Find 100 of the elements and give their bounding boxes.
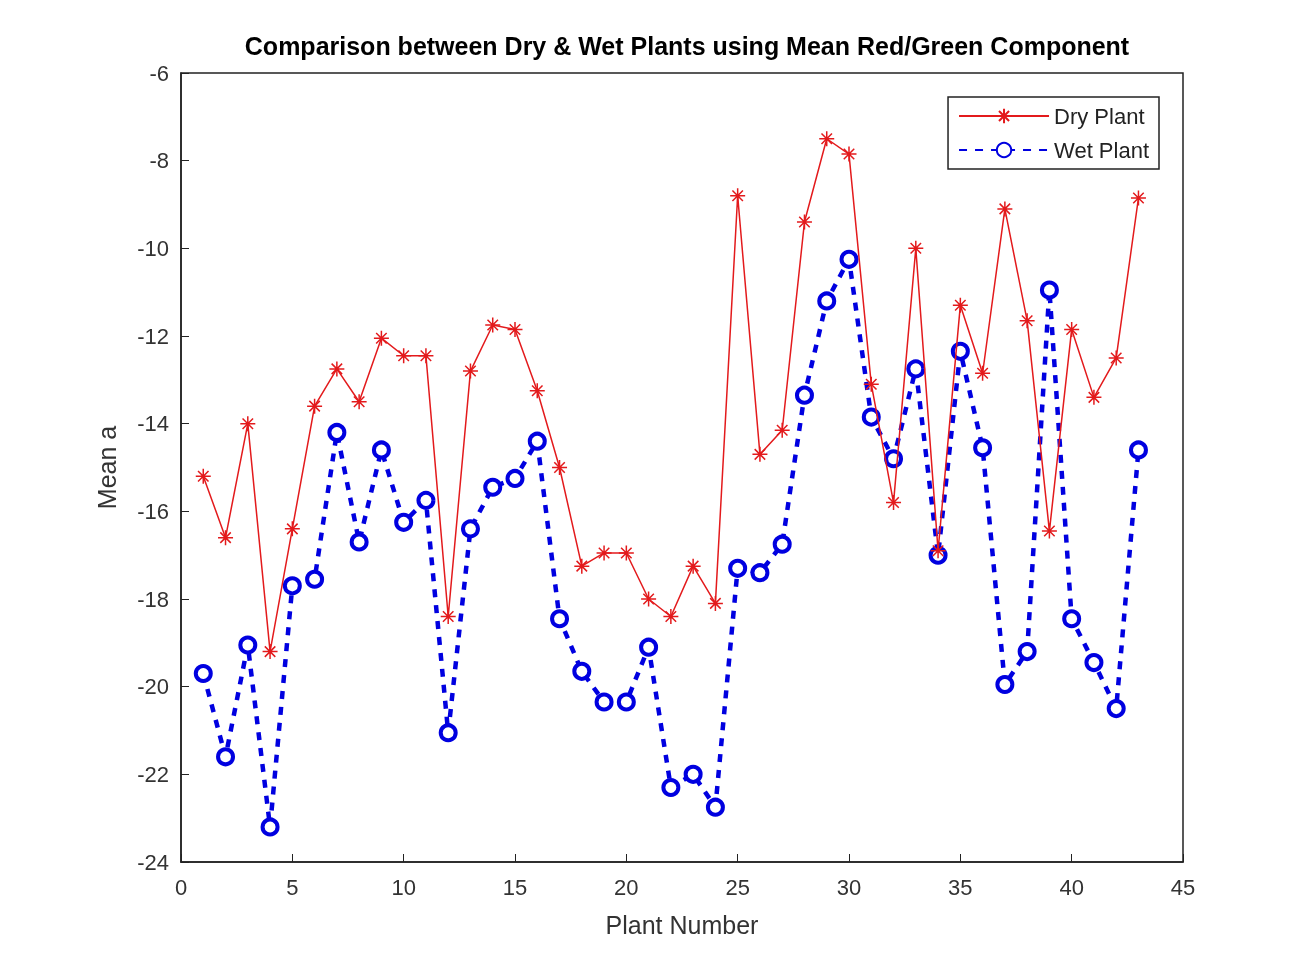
chart-title: Comparison between Dry & Wet Plants using Mean Red/Green Component <box>244 31 1130 60</box>
point <box>350 393 368 410</box>
point <box>885 494 902 511</box>
point <box>1106 699 1126 719</box>
y-tick-label: -12 <box>137 323 169 349</box>
point <box>1062 609 1082 629</box>
x-tick-label: 10 <box>391 874 416 900</box>
point <box>1128 440 1148 460</box>
x-tick-label: 40 <box>1059 874 1084 900</box>
point <box>462 362 479 380</box>
point <box>1039 280 1059 300</box>
y-tick-label: -16 <box>137 498 169 524</box>
point <box>193 664 213 684</box>
y-tick-label: -6 <box>149 60 169 86</box>
point <box>661 777 681 797</box>
x-tick-label: 15 <box>502 874 528 900</box>
point <box>417 347 435 364</box>
point <box>550 609 570 629</box>
point <box>572 661 592 681</box>
point <box>818 130 835 147</box>
point <box>239 415 257 432</box>
legend-label: Wet Plant <box>1054 137 1150 163</box>
point <box>484 316 501 334</box>
y-tick-label: -24 <box>137 849 169 875</box>
point <box>238 635 258 655</box>
x-tick-label: 25 <box>725 874 750 900</box>
point <box>618 544 635 562</box>
point <box>729 187 746 204</box>
point <box>840 145 858 163</box>
point <box>662 608 680 625</box>
point <box>527 431 547 451</box>
point <box>751 446 769 463</box>
point <box>305 569 325 589</box>
point <box>373 329 390 347</box>
point <box>573 557 591 575</box>
x-tick-label: 45 <box>1170 874 1196 900</box>
point <box>794 385 814 405</box>
point <box>705 797 725 817</box>
point <box>728 558 748 578</box>
point <box>416 490 436 510</box>
point <box>1041 522 1058 540</box>
y-tick-label: -20 <box>137 674 169 700</box>
x-tick-label: 0 <box>174 874 188 900</box>
y-tick-label: -22 <box>137 761 169 787</box>
x-tick-label: 35 <box>948 874 973 900</box>
x-tick-label: 5 <box>286 874 299 900</box>
point <box>707 595 724 612</box>
point <box>217 529 234 546</box>
point <box>773 421 791 439</box>
point <box>817 291 837 311</box>
point <box>216 747 236 767</box>
point <box>328 360 346 378</box>
x-tick-label: 30 <box>836 874 862 900</box>
point <box>505 468 525 488</box>
x-tick-label: 20 <box>614 874 639 900</box>
y-tick-label: -8 <box>149 148 169 174</box>
point <box>261 643 279 660</box>
point <box>863 375 880 393</box>
point <box>640 590 657 608</box>
point <box>595 544 613 562</box>
y-axis-title: Mean a <box>92 425 121 510</box>
point <box>974 365 991 382</box>
point <box>282 576 302 596</box>
point <box>861 407 881 427</box>
point <box>796 213 813 231</box>
point <box>1017 642 1037 662</box>
point <box>616 692 636 712</box>
point <box>327 422 347 442</box>
point <box>750 563 770 583</box>
legend-label: Dry Plant <box>1054 103 1145 129</box>
point <box>260 817 280 837</box>
point <box>772 534 792 554</box>
point <box>683 764 703 784</box>
point <box>438 723 458 743</box>
point <box>1107 349 1125 367</box>
point <box>973 438 993 458</box>
point <box>195 468 212 485</box>
point <box>995 674 1015 694</box>
y-tick-label: -18 <box>137 586 169 612</box>
point <box>306 397 323 415</box>
x-axis-title: Plant Number <box>605 910 759 939</box>
point <box>1084 653 1104 673</box>
point <box>284 520 301 538</box>
point <box>684 557 702 575</box>
point <box>1130 189 1147 207</box>
point <box>839 249 859 269</box>
point <box>594 692 614 712</box>
point <box>906 359 926 379</box>
y-tick-label: -14 <box>137 411 169 437</box>
point <box>529 382 546 400</box>
point <box>1085 389 1103 406</box>
point <box>1063 321 1080 338</box>
point <box>952 297 969 314</box>
point <box>551 459 568 476</box>
point <box>394 512 414 532</box>
point <box>371 440 391 460</box>
point <box>439 608 457 625</box>
point <box>1018 312 1036 329</box>
point <box>395 347 412 364</box>
point <box>349 532 369 552</box>
